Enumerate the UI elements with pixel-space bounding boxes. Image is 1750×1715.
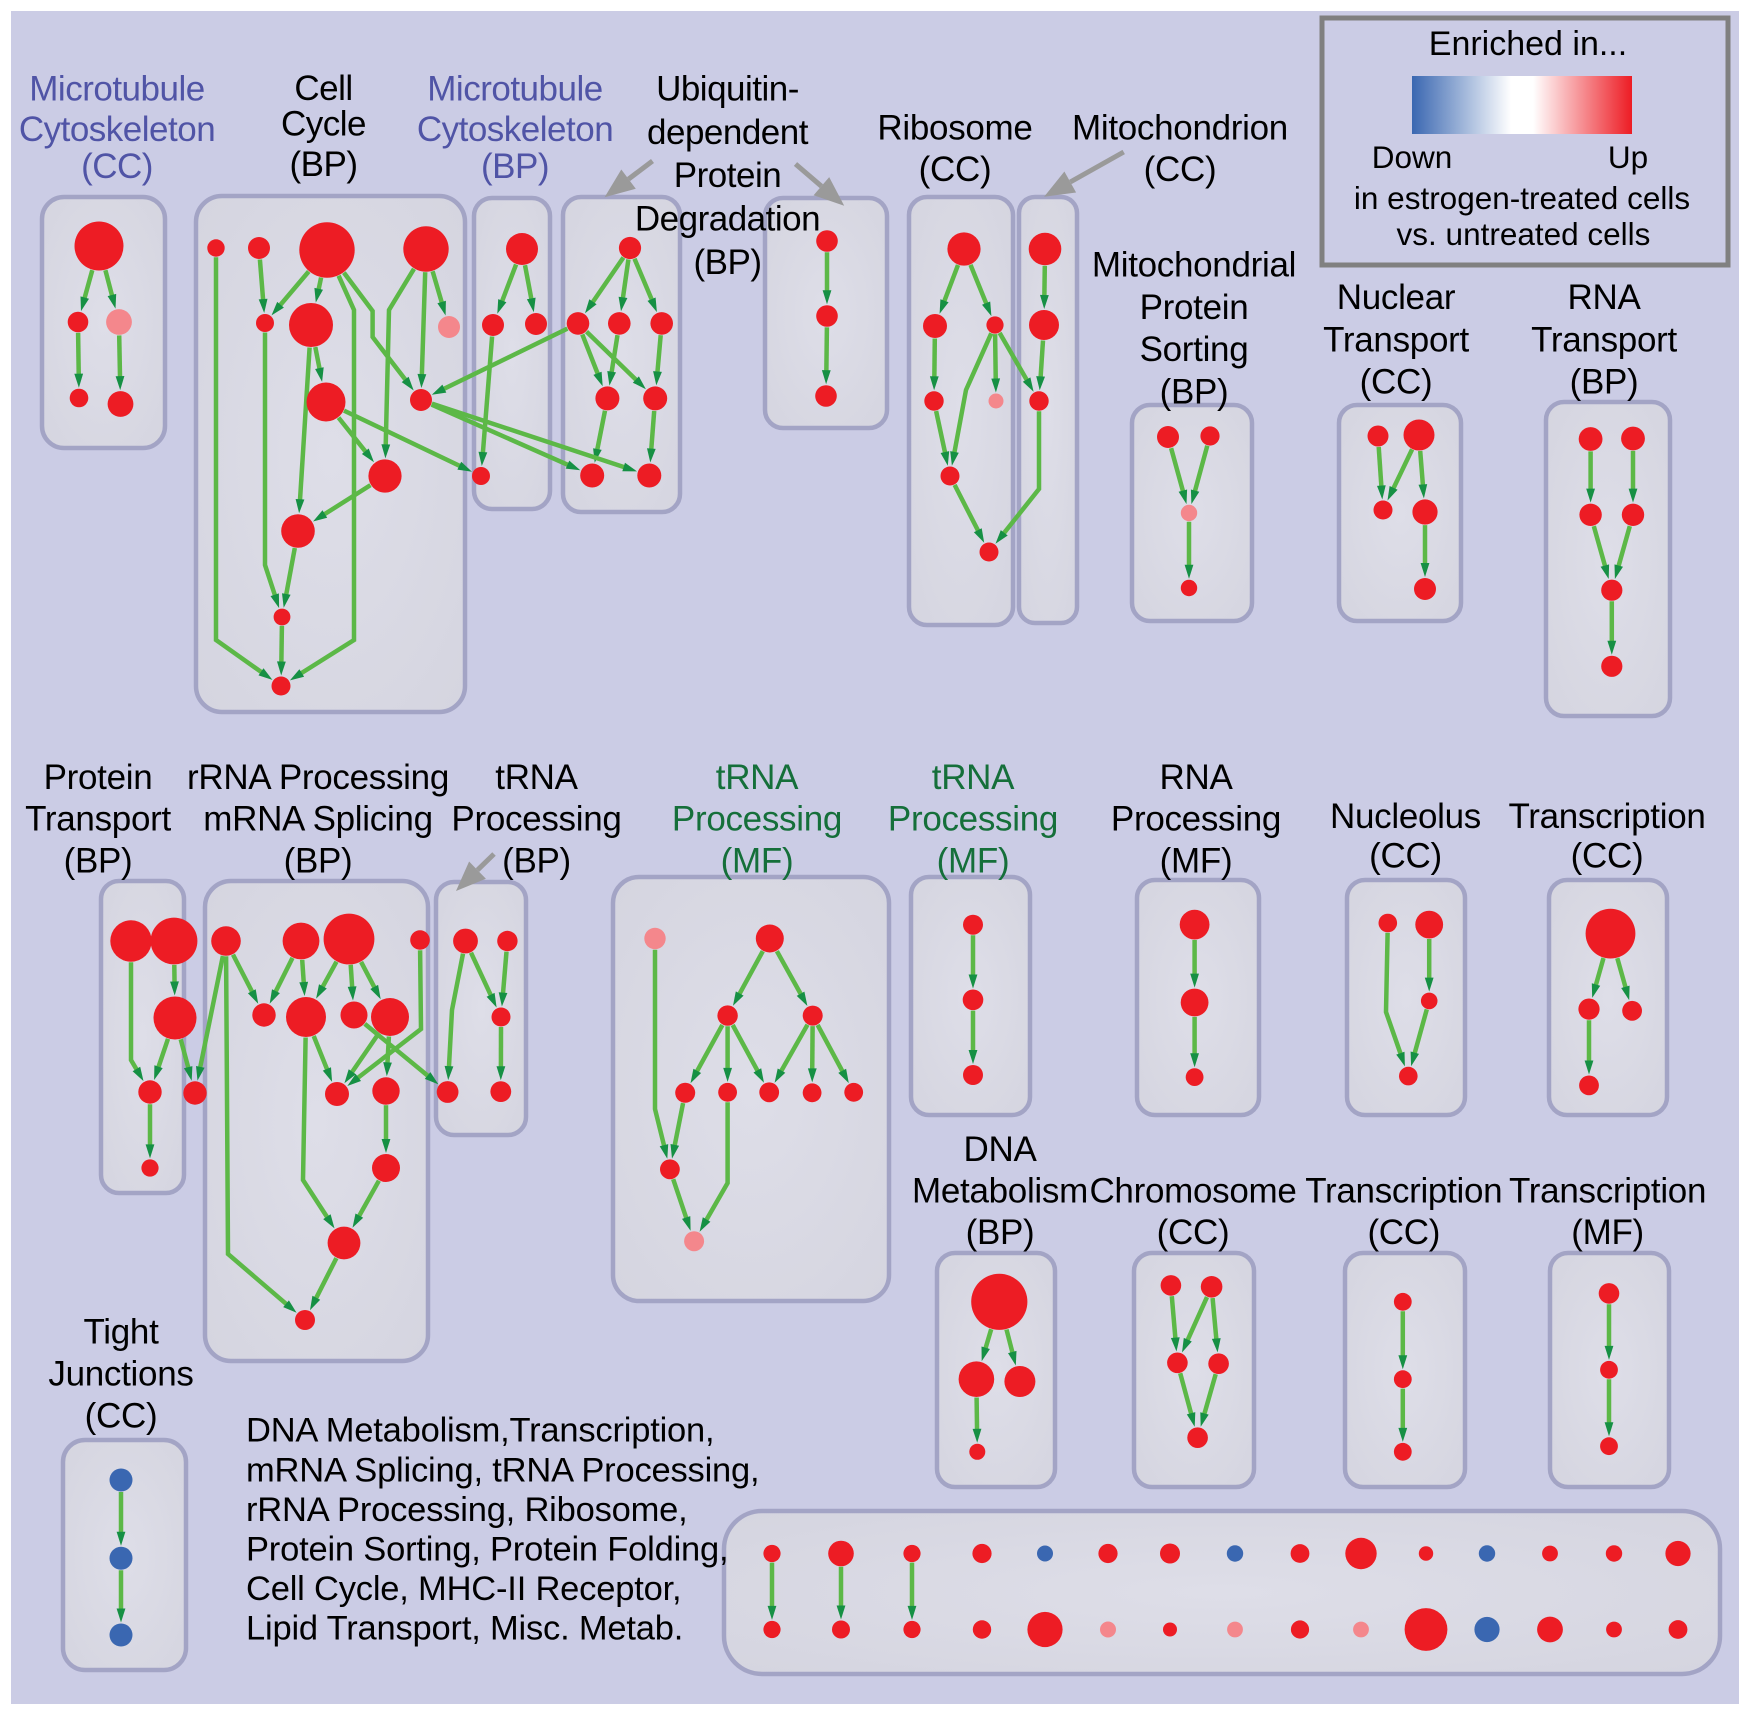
svg-text:Transcription: Transcription — [1305, 1172, 1502, 1211]
svg-text:Transcription: Transcription — [1509, 1172, 1706, 1211]
svg-text:Cycle: Cycle — [281, 105, 366, 144]
svg-text:(CC): (CC) — [1360, 363, 1433, 402]
svg-text:(CC): (CC) — [81, 147, 153, 186]
svg-text:Tight: Tight — [83, 1313, 159, 1352]
svg-text:mRNA Splicing: mRNA Splicing — [203, 800, 433, 839]
svg-text:Enriched in...: Enriched in... — [1429, 25, 1627, 63]
svg-text:Processing: Processing — [451, 800, 621, 839]
svg-text:Protein: Protein — [44, 758, 153, 797]
svg-text:(MF): (MF) — [937, 841, 1010, 880]
svg-text:(BP): (BP) — [284, 841, 353, 880]
svg-text:Processing: Processing — [1111, 800, 1281, 839]
svg-text:(BP): (BP) — [502, 841, 571, 880]
svg-text:Cytoskeleton: Cytoskeleton — [417, 110, 613, 149]
svg-text:Microtubule: Microtubule — [427, 69, 602, 108]
svg-text:in estrogen-treated cells: in estrogen-treated cells — [1354, 180, 1690, 216]
svg-text:RNA: RNA — [1160, 758, 1234, 797]
svg-text:rRNA Processing: rRNA Processing — [187, 758, 449, 797]
svg-text:Lipid Transport, Misc. Metab.: Lipid Transport, Misc. Metab. — [246, 1610, 683, 1648]
svg-text:DNA Metabolism,Transcription,: DNA Metabolism,Transcription, — [246, 1412, 714, 1450]
svg-text:(BP): (BP) — [481, 147, 549, 186]
svg-text:Cell: Cell — [294, 69, 352, 108]
svg-text:(CC): (CC) — [919, 150, 992, 189]
svg-text:tRNA: tRNA — [716, 758, 799, 797]
svg-text:(BP): (BP) — [290, 145, 358, 184]
svg-text:Ribosome: Ribosome — [877, 109, 1032, 148]
svg-text:(CC): (CC) — [1571, 837, 1644, 876]
svg-text:Up: Up — [1608, 139, 1648, 175]
svg-text:Down: Down — [1372, 139, 1453, 175]
svg-text:Processing: Processing — [888, 800, 1058, 839]
svg-text:Mitochondrion: Mitochondrion — [1072, 109, 1288, 148]
svg-text:vs. untreated cells: vs. untreated cells — [1397, 216, 1651, 252]
svg-text:Junctions: Junctions — [48, 1354, 193, 1393]
svg-text:(MF): (MF) — [721, 841, 794, 880]
svg-text:DNA: DNA — [964, 1130, 1038, 1169]
svg-text:Transport: Transport — [1323, 320, 1469, 359]
svg-text:Processing: Processing — [672, 800, 842, 839]
svg-text:RNA: RNA — [1568, 278, 1642, 317]
svg-text:Degradation: Degradation — [635, 200, 820, 239]
svg-text:(CC): (CC) — [1157, 1213, 1230, 1252]
svg-text:Microtubule: Microtubule — [29, 69, 204, 108]
svg-text:(MF): (MF) — [1571, 1213, 1644, 1252]
svg-text:Nucleolus: Nucleolus — [1330, 797, 1481, 836]
svg-text:Nuclear: Nuclear — [1337, 278, 1456, 317]
svg-text:(CC): (CC) — [1144, 150, 1217, 189]
svg-text:(CC): (CC) — [1367, 1213, 1440, 1252]
svg-text:dependent: dependent — [647, 113, 809, 152]
svg-text:(BP): (BP) — [966, 1213, 1035, 1252]
svg-text:Protein: Protein — [674, 156, 781, 195]
svg-text:Metabolism: Metabolism — [912, 1172, 1088, 1211]
svg-text:Transcription: Transcription — [1508, 797, 1705, 836]
svg-text:tRNA: tRNA — [932, 758, 1015, 797]
svg-text:Cytoskeleton: Cytoskeleton — [19, 110, 215, 149]
svg-text:Chromosome: Chromosome — [1089, 1172, 1296, 1211]
svg-text:rRNA Processing, Ribosome,: rRNA Processing, Ribosome, — [246, 1491, 688, 1529]
svg-text:(BP): (BP) — [64, 841, 133, 880]
svg-text:Cell Cycle, MHC-II Receptor,: Cell Cycle, MHC-II Receptor, — [246, 1570, 681, 1608]
svg-text:(BP): (BP) — [1160, 372, 1229, 411]
svg-text:(BP): (BP) — [1570, 363, 1639, 402]
svg-text:Protein Sorting, Protein Foldi: Protein Sorting, Protein Folding, — [246, 1531, 728, 1569]
svg-text:mRNA Splicing, tRNA Processing: mRNA Splicing, tRNA Processing, — [246, 1451, 759, 1489]
svg-text:Mitochondrial: Mitochondrial — [1092, 246, 1296, 285]
svg-text:(CC): (CC) — [85, 1396, 158, 1435]
svg-text:tRNA: tRNA — [495, 758, 578, 797]
svg-text:(CC): (CC) — [1369, 837, 1442, 876]
svg-text:Transport: Transport — [25, 800, 171, 839]
svg-text:Protein: Protein — [1140, 288, 1249, 327]
svg-text:Sorting: Sorting — [1140, 330, 1249, 369]
svg-text:Transport: Transport — [1531, 320, 1677, 359]
svg-text:Ubiquitin-: Ubiquitin- — [656, 70, 799, 109]
svg-text:(BP): (BP) — [694, 243, 762, 282]
svg-text:(MF): (MF) — [1160, 841, 1233, 880]
